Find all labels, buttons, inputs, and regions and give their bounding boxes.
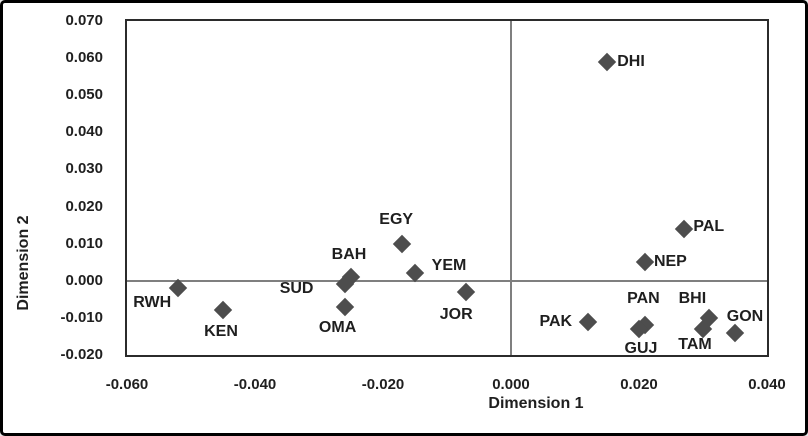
y-tick-label: 0.010 <box>65 234 103 252</box>
y-axis-title: Dimension 2 <box>15 215 32 311</box>
point-label-egy: EGY <box>379 210 414 228</box>
x-tick-label: 0.040 <box>748 376 786 393</box>
point-label-nep: NEP <box>653 253 687 271</box>
point-label-jor: JOR <box>439 305 473 323</box>
point-label-pak: PAK <box>539 312 573 330</box>
y-tick-label: 0.020 <box>65 197 103 215</box>
y-tick-label: 0.060 <box>65 49 103 67</box>
point-label-dhi: DHI <box>617 52 645 70</box>
x-tick-label: -0.040 <box>233 376 277 393</box>
y-tick-label: 0.050 <box>65 86 103 104</box>
point-label-pan: PAN <box>627 290 660 308</box>
y-tick-label: 0.040 <box>65 123 103 141</box>
data-point-pak <box>578 312 597 331</box>
point-label-pal: PAL <box>693 217 725 235</box>
data-point-egy <box>392 234 412 253</box>
point-label-bah: BAH <box>331 246 367 264</box>
x-axis-title: Dimension 1 <box>488 395 584 412</box>
y-tick-label: 0.030 <box>65 160 103 178</box>
point-label-tam: TAM <box>678 336 712 354</box>
data-point-gon <box>725 323 745 342</box>
y-tick-label: 0.000 <box>65 271 103 289</box>
data-point-nep <box>636 253 655 272</box>
point-label-sud: SUD <box>279 280 314 298</box>
point-label-gon: GON <box>726 307 764 325</box>
plot-area: DHI PAL NEP EGY BAH YEM SUD OMA JOR RWH KEN PAK PAN G… <box>125 19 769 357</box>
y-tick-label: -0.010 <box>60 308 103 326</box>
x-tick-label: -0.060 <box>105 376 149 393</box>
point-label-ken: KEN <box>204 323 238 341</box>
y-tick-label: -0.020 <box>60 346 103 363</box>
point-label-rwh: RWH <box>133 294 172 312</box>
y-tick-label: 0.070 <box>65 12 103 29</box>
data-point-oma <box>335 297 354 316</box>
x-tick-label: 0.020 <box>620 376 658 393</box>
data-point-jor <box>456 282 476 302</box>
x-tick-label: 0.000 <box>492 376 530 393</box>
point-label-guj: GUJ <box>624 340 658 358</box>
x-zero-reference-line <box>510 21 512 355</box>
data-point-dhi <box>597 52 617 72</box>
data-point-ken <box>213 301 233 320</box>
point-label-yem: YEM <box>431 257 467 275</box>
y-zero-reference-line <box>127 279 767 282</box>
x-tick-label: -0.020 <box>361 376 405 393</box>
point-label-bhi: BHI <box>678 289 707 307</box>
point-label-oma: OMA <box>318 318 357 336</box>
data-point-pal <box>674 219 693 239</box>
